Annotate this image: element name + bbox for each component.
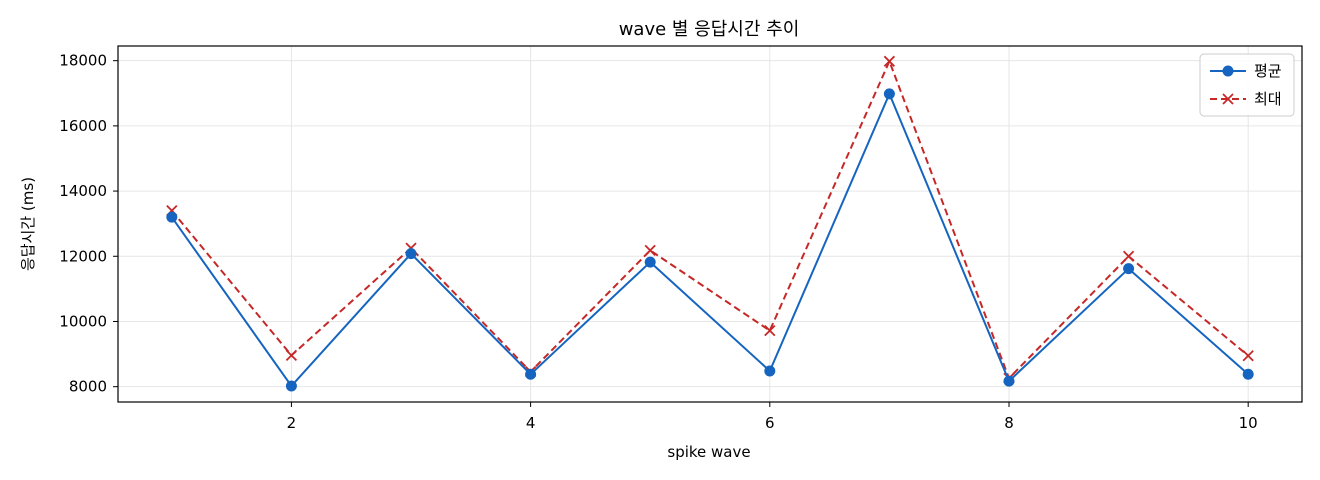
data-point-average bbox=[883, 88, 895, 100]
x-tick-label: 8 bbox=[1004, 414, 1014, 432]
x-axis-label: spike wave bbox=[667, 443, 750, 461]
y-tick-label: 10000 bbox=[59, 312, 107, 330]
legend-marker-max-stroke bbox=[1222, 93, 1234, 105]
legend-marker-max bbox=[1222, 93, 1234, 105]
chart-title: wave 별 응답시간 추이 bbox=[619, 19, 800, 40]
data-point-average bbox=[285, 380, 297, 392]
data-point-max-stroke bbox=[1122, 250, 1135, 262]
data-point-max-stroke bbox=[1242, 350, 1254, 362]
y-tick-label: 12000 bbox=[59, 247, 107, 265]
data-point-average bbox=[166, 211, 178, 223]
y-axis-label: 응답시간 (ms) bbox=[19, 177, 37, 271]
legend-label-max: 최대 bbox=[1254, 90, 1282, 108]
series-line-average bbox=[170, 92, 1249, 387]
y-tick-label: 16000 bbox=[59, 117, 107, 135]
data-point-max bbox=[1122, 250, 1135, 262]
y-tick-label: 18000 bbox=[59, 52, 107, 70]
y-axis-ticks: 8000 10000 12000 14000 16000 18000 bbox=[59, 52, 118, 396]
data-point-max bbox=[764, 324, 776, 337]
data-point-max bbox=[285, 349, 298, 362]
data-point-max bbox=[883, 55, 896, 67]
series-line-max bbox=[171, 60, 1249, 380]
data-point-max-stroke bbox=[644, 244, 656, 257]
data-point-average bbox=[764, 365, 776, 377]
data-point-max bbox=[644, 244, 656, 257]
x-tick-label: 6 bbox=[765, 414, 775, 432]
data-point-average bbox=[1123, 263, 1135, 275]
data-point-average bbox=[1003, 375, 1015, 387]
data-point-average bbox=[644, 256, 656, 268]
data-point-average bbox=[525, 368, 537, 380]
data-point-max-stroke bbox=[285, 349, 298, 362]
data-point-max bbox=[1242, 350, 1254, 362]
data-point-average bbox=[1242, 368, 1254, 380]
data-point-average bbox=[405, 248, 417, 260]
data-point-max-stroke bbox=[764, 324, 776, 337]
x-tick-label: 10 bbox=[1239, 414, 1258, 432]
x-tick-label: 4 bbox=[526, 414, 536, 432]
y-tick-label: 14000 bbox=[59, 182, 107, 200]
y-tick-label: 8000 bbox=[69, 378, 107, 396]
data-point-max-stroke bbox=[883, 55, 896, 67]
plot-frame bbox=[117, 45, 1303, 403]
legend-label-average: 평균 bbox=[1254, 62, 1282, 80]
legend-marker-average bbox=[1222, 65, 1234, 77]
x-axis-ticks: 2 4 6 8 10 bbox=[287, 402, 1258, 432]
x-tick-label: 2 bbox=[287, 414, 297, 432]
grid bbox=[118, 46, 1302, 402]
series-layer bbox=[166, 55, 1254, 392]
